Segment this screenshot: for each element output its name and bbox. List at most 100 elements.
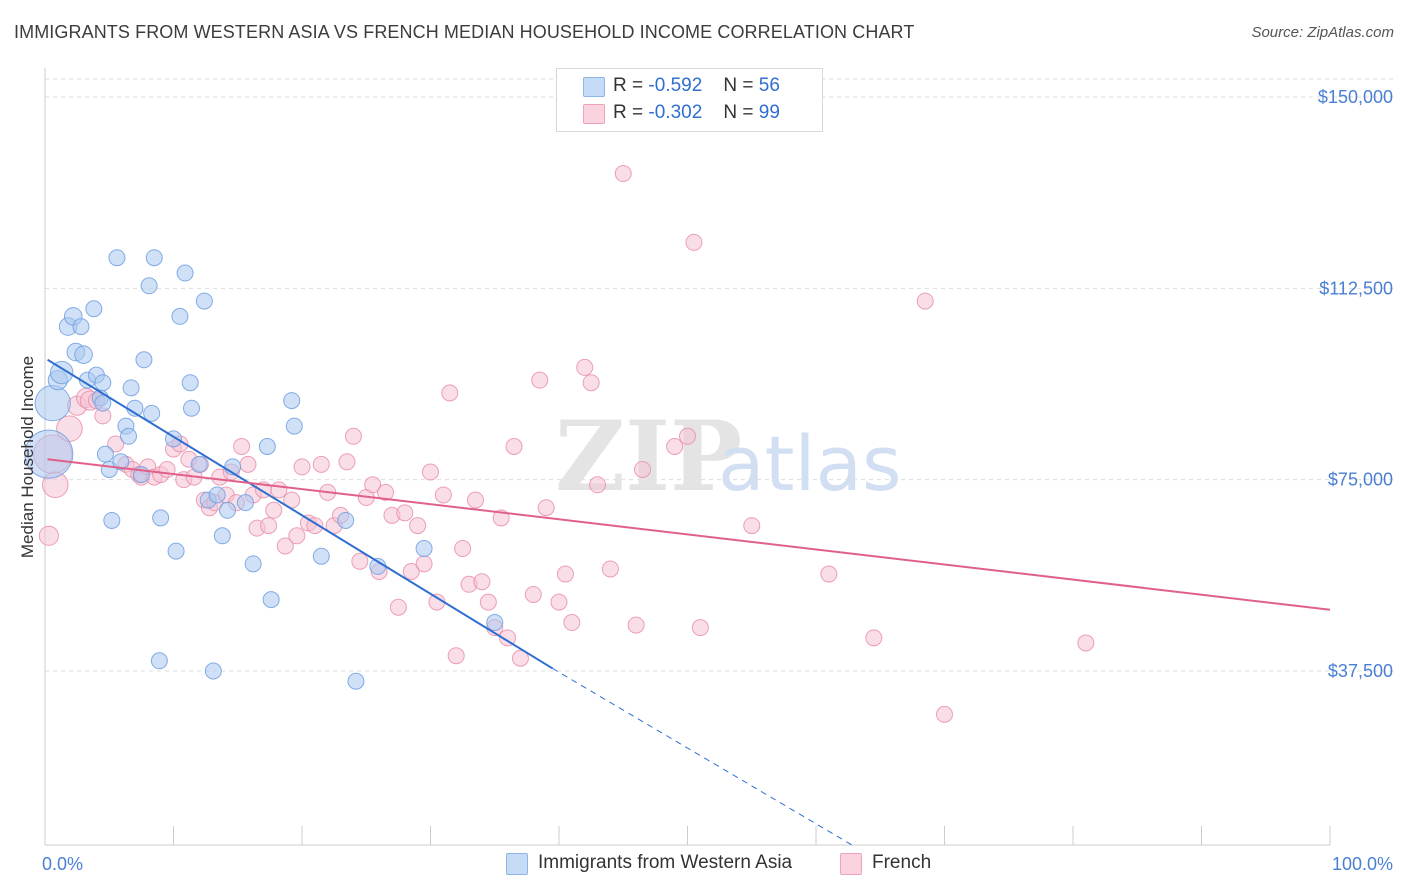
french-point-50: [344, 427, 362, 445]
chart-source: Source: ZipAtlas.com: [1251, 24, 1394, 41]
french-point-80: [550, 593, 568, 611]
chart-title: IMMIGRANTS FROM WESTERN ASIA VS FRENCH M…: [14, 22, 915, 42]
western-asia-point-45: [236, 494, 254, 512]
bottom-legend-label-western-asia: Immigrants from Western Asia: [538, 852, 793, 873]
french-point-97: [916, 292, 934, 310]
watermark: ZIP atlas: [555, 400, 902, 513]
french-point-77: [524, 585, 542, 603]
french-point-53: [364, 476, 382, 494]
western-asia-point-40: [204, 662, 222, 680]
western-asia-point-49: [283, 392, 301, 410]
legend-r-label: R =: [613, 102, 644, 123]
french-point-37: [265, 501, 283, 519]
western-asia-point-36: [182, 399, 200, 417]
western-asia-point-48: [262, 591, 280, 609]
french-point-60: [409, 517, 427, 535]
western-asia-trend-extension: [552, 668, 853, 846]
legend-r-value-western-asia: -0.592: [648, 75, 703, 96]
french-point-31: [233, 438, 251, 456]
french-point-91: [679, 427, 696, 445]
y-axis-label: Median Household Income: [18, 356, 37, 558]
french-point-38: [270, 481, 288, 499]
western-asia-point-33: [171, 307, 189, 325]
french-point-55: [377, 483, 395, 501]
french-point-45: [312, 455, 330, 473]
watermark-atlas: atlas: [718, 419, 902, 508]
french-point-88: [627, 616, 645, 634]
french-point-87: [614, 165, 632, 183]
y-tick-label-2: $112,500: [1319, 278, 1393, 298]
french-point-61: [415, 555, 433, 573]
legend-r-value-french: -0.302: [648, 102, 703, 123]
french-point-69: [466, 491, 484, 509]
western-asia-point-10: [85, 300, 103, 318]
french-point-42: [293, 458, 311, 476]
french-point-89: [634, 460, 652, 478]
french-point-39: [276, 537, 294, 555]
grid-lines: [45, 78, 1394, 672]
western-asia-point-8: [74, 345, 93, 364]
western-asia-point-0: [24, 429, 74, 479]
french-point-41: [288, 527, 306, 545]
french-point-84: [582, 374, 600, 392]
french-point-76: [511, 649, 529, 667]
french-point-58: [396, 504, 414, 522]
french-point-49: [338, 453, 356, 471]
y-tick-label-3: $150,000: [1318, 87, 1393, 107]
western-asia-point-53: [347, 672, 365, 690]
western-asia-point-46: [244, 555, 262, 573]
legend-n-value-western-asia: 56: [758, 75, 780, 96]
western-asia-point-13: [94, 394, 112, 412]
french-point-93: [691, 619, 709, 637]
french-point-51: [351, 552, 369, 570]
tick-labels: $37,500 $75,000 $112,500 $150,000 0.0% 100.0%: [42, 87, 1393, 874]
french-point-17: [158, 460, 176, 478]
french-point-57: [389, 598, 407, 616]
western-asia-point-14: [94, 374, 112, 392]
western-asia-point-27: [143, 404, 161, 422]
french-point-99: [1077, 634, 1095, 652]
western-asia-point-25: [135, 351, 153, 369]
y-tick-label-0: $37,500: [1328, 661, 1393, 681]
french-point-65: [441, 384, 459, 402]
french-point-92: [685, 233, 703, 251]
western-asia-point-52: [337, 511, 355, 529]
stats-legend: R = -0.592 N = 56 R = -0.302 N = 99: [556, 68, 823, 132]
western-asia-point-35: [181, 374, 199, 392]
french-point-95: [820, 565, 838, 583]
y-tick-label-1: $75,000: [1328, 470, 1393, 490]
french-point-70: [473, 573, 491, 591]
western-asia-point-43: [218, 501, 236, 519]
western-asia-point-42: [213, 527, 231, 545]
bottom-legend-swatch-french: [840, 853, 862, 875]
x-tick-label-0: 0.0%: [42, 854, 83, 874]
french-point-67: [454, 540, 472, 558]
french-point-62: [422, 463, 439, 481]
axes: [44, 68, 1331, 846]
western-asia-point-32: [167, 542, 185, 560]
french-point-74: [499, 629, 517, 647]
western-asia-point-30: [152, 509, 170, 527]
french-point-83: [576, 358, 594, 376]
bottom-legend-swatch-western-asia: [506, 853, 528, 875]
western-asia-point-47: [258, 438, 276, 456]
french-point-85: [589, 476, 607, 494]
western-asia-point-34: [176, 264, 194, 282]
french-point-90: [666, 438, 684, 456]
french-point-36: [260, 517, 278, 535]
french-point-0: [38, 525, 59, 546]
trend-lines: [47, 358, 1331, 846]
french-point-79: [537, 499, 555, 517]
french-point-94: [743, 517, 761, 535]
french-point-66: [447, 647, 465, 665]
x-tick-label-1: 100.0%: [1332, 854, 1393, 874]
french-point-96: [865, 629, 883, 647]
french-point-86: [601, 560, 619, 578]
western-asia-point-28: [145, 249, 163, 267]
french-point-98: [936, 705, 953, 723]
french-point-82: [563, 614, 581, 632]
bottom-legend-label-french: French: [872, 852, 932, 873]
western-asia-point-17: [103, 511, 121, 529]
legend-r-label: R =: [613, 75, 644, 96]
